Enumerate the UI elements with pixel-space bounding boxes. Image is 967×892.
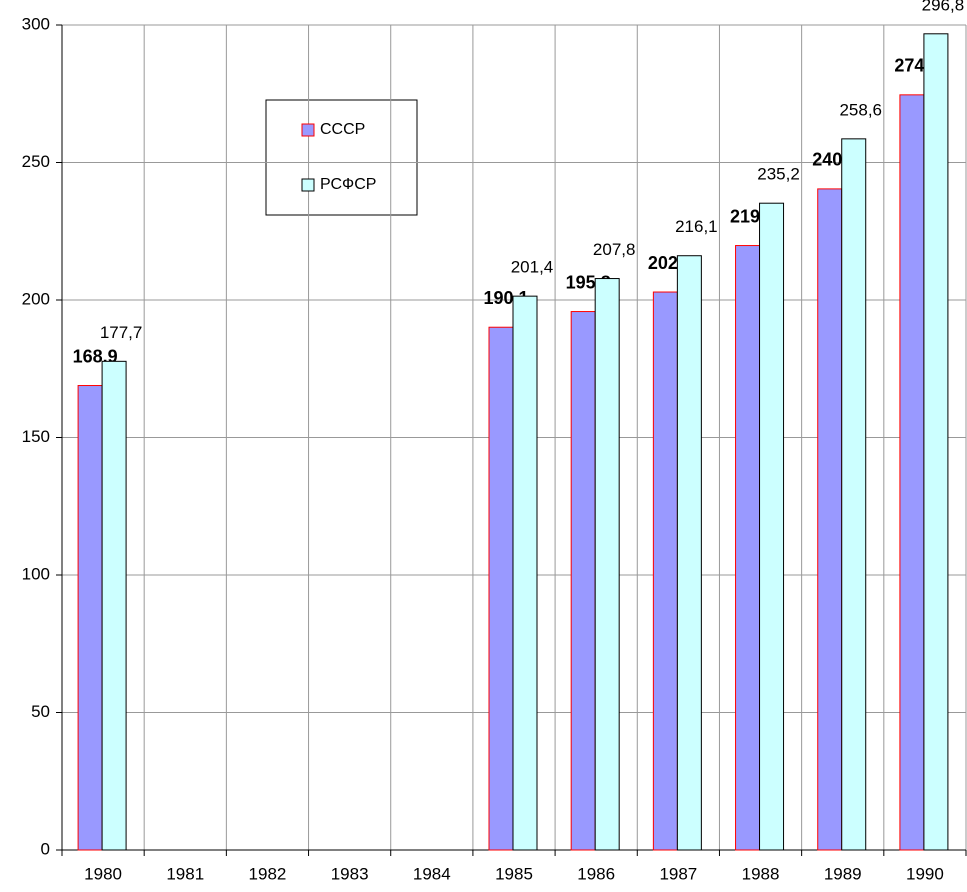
data-label: 296,8	[922, 0, 965, 14]
y-tick-label: 300	[22, 14, 50, 33]
legend-label: РСФСР	[320, 176, 376, 193]
bar	[676, 255, 702, 851]
legend-swatch	[301, 123, 315, 137]
legend-label: СССР	[320, 121, 365, 138]
x-tick-label: 1988	[742, 864, 780, 883]
data-label: 201,4	[511, 258, 554, 277]
data-label: 235,2	[757, 165, 800, 184]
bar	[594, 278, 620, 851]
x-tick-label: 1983	[331, 864, 369, 883]
bar	[512, 295, 538, 851]
x-tick-label: 1982	[249, 864, 287, 883]
x-tick-label: 1985	[495, 864, 533, 883]
bar	[899, 94, 925, 851]
x-tick-label: 1984	[413, 864, 451, 883]
data-label: 216,1	[675, 217, 718, 236]
bar	[841, 138, 867, 851]
y-tick-label: 200	[22, 289, 50, 308]
y-tick-label: 150	[22, 427, 50, 446]
legend-swatch	[301, 178, 315, 192]
y-tick-label: 50	[31, 702, 50, 721]
y-tick-label: 250	[22, 152, 50, 171]
data-label: 177,7	[100, 323, 143, 342]
x-tick-label: 1981	[166, 864, 204, 883]
bar	[652, 291, 678, 851]
x-tick-label: 1987	[659, 864, 697, 883]
bar	[570, 311, 596, 851]
bar	[817, 188, 843, 851]
bar	[488, 326, 514, 851]
y-tick-label: 100	[22, 564, 50, 583]
bar	[77, 385, 103, 851]
y-tick-label: 0	[41, 839, 50, 858]
legend	[265, 99, 418, 216]
bar	[923, 33, 949, 851]
bar	[101, 360, 127, 851]
data-label: 258,6	[839, 100, 882, 119]
bar	[759, 202, 785, 851]
x-tick-label: 1980	[84, 864, 122, 883]
data-label: 207,8	[593, 240, 636, 259]
x-tick-label: 1986	[577, 864, 615, 883]
x-tick-label: 1989	[824, 864, 862, 883]
bar	[735, 245, 761, 851]
x-tick-label: 1990	[906, 864, 944, 883]
